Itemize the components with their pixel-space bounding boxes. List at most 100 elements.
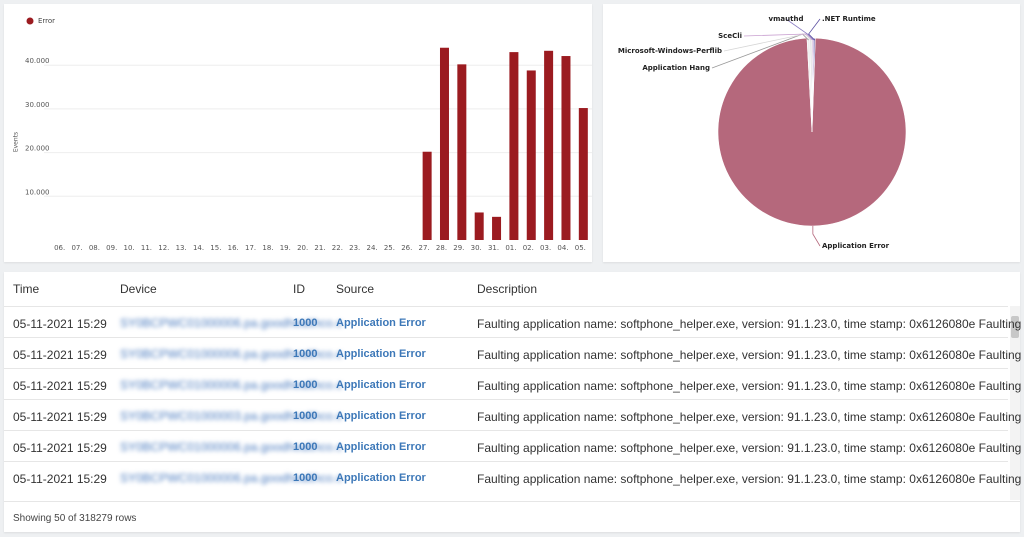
time-cell: 05-11-2021 15:29 [13, 410, 107, 424]
leader-line [812, 225, 821, 247]
x-tick-label: 29. [453, 244, 464, 252]
x-tick-label: 10. [124, 244, 135, 252]
leader-line [808, 18, 821, 41]
device-cell[interactable]: SY0BCPWC01000006.pa.goodhealthco.c [120, 316, 343, 330]
bar[interactable] [526, 70, 536, 240]
table-row[interactable]: 05-11-2021 15:29 SY0BCPWC01000003.pa.good… [4, 399, 1024, 431]
x-tick-label: 27. [419, 244, 430, 252]
bar[interactable] [578, 108, 588, 241]
source-cell[interactable]: Application Error [336, 379, 426, 391]
row-count: Showing 50 of 318279 rows [13, 513, 137, 524]
x-tick-label: 16. [228, 244, 239, 252]
pie-slice[interactable] [811, 37, 816, 133]
x-tick-label: 05. [575, 244, 586, 252]
pie-label: Microsoft-Windows-Perflib [618, 47, 722, 55]
table-row[interactable]: 05-11-2021 15:29 SY0BCPWC01000006.pa.good… [4, 306, 1024, 338]
source-cell[interactable]: Application Error [336, 441, 426, 453]
time-cell: 05-11-2021 15:29 [13, 379, 107, 393]
scrollbar[interactable] [1010, 306, 1020, 500]
description-cell: Faulting application name: softphone_hel… [477, 472, 1024, 486]
x-tick-label: 15. [210, 244, 221, 252]
device-cell[interactable]: SY0BCPWC01000006.pa.goodhealthco.c [120, 471, 343, 485]
time-cell: 05-11-2021 15:29 [13, 472, 107, 486]
description-cell: Faulting application name: softphone_hel… [477, 410, 1024, 424]
pie-panel: Application Error Application Hang Microso… [603, 4, 1020, 262]
x-tick-label: 06. [54, 244, 65, 252]
id-cell[interactable]: 1000 [293, 441, 318, 453]
x-tick-label: 12. [158, 244, 169, 252]
id-cell[interactable]: 1000 [293, 317, 318, 329]
bar[interactable] [439, 47, 449, 240]
x-tick-label: 11. [141, 244, 152, 252]
x-tick-label: 13. [176, 244, 187, 252]
description-cell: Faulting application name: softphone_hel… [477, 317, 1024, 331]
column-header[interactable]: ID [293, 282, 305, 296]
x-tick-label: 07. [71, 244, 82, 252]
table-row[interactable]: 05-11-2021 15:29 SY0BCPWC01000006.pa.good… [4, 368, 1024, 400]
source-cell[interactable]: Application Error [336, 410, 426, 422]
x-tick-label: 17. [245, 244, 256, 252]
bar[interactable] [457, 64, 467, 240]
x-tick-label: 14. [193, 244, 204, 252]
bar[interactable] [422, 151, 432, 240]
legend-label[interactable]: Error [38, 17, 55, 25]
column-header[interactable]: Time [13, 282, 40, 296]
column-header[interactable]: Description [477, 282, 538, 296]
time-cell: 05-11-2021 15:29 [13, 441, 107, 455]
id-cell[interactable]: 1000 [293, 472, 318, 484]
x-tick-label: 31. [488, 244, 499, 252]
leader-line [785, 18, 814, 41]
source-cell[interactable]: Application Error [336, 472, 426, 484]
bar[interactable] [474, 212, 484, 240]
bar[interactable] [544, 50, 554, 241]
x-tick-label: 08. [89, 244, 100, 252]
description-cell: Faulting application name: softphone_hel… [477, 379, 1024, 393]
table-row[interactable]: 05-11-2021 15:29 SY0BCPWC01000006.pa.good… [4, 461, 1024, 493]
x-tick-label: 01. [505, 244, 516, 252]
description-cell: Faulting application name: softphone_hel… [477, 441, 1024, 455]
bar-chart: Error Events 10.000 20.000 30.000 40.000 06. 07… [13, 17, 592, 252]
time-cell: 05-11-2021 15:29 [13, 348, 107, 362]
table-panel: Showing 50 of 318279 rows Time Device ID So… [4, 272, 1024, 532]
time-cell: 05-11-2021 15:29 [13, 317, 107, 331]
y-tick-label: 30.000 [25, 101, 50, 109]
scroll-thumb[interactable] [1011, 316, 1019, 338]
x-tick-label: 21. [314, 244, 325, 252]
pie-label: Application Error [822, 242, 890, 250]
leader-line [743, 33, 813, 41]
x-tick-label: 28. [436, 244, 447, 252]
id-cell[interactable]: 1000 [293, 410, 318, 422]
x-tick-label: 23. [349, 244, 360, 252]
y-tick-label: 20.000 [25, 145, 50, 153]
x-tick-label: 30. [471, 244, 482, 252]
id-cell[interactable]: 1000 [293, 348, 318, 360]
bar[interactable] [509, 52, 519, 240]
bar[interactable] [561, 56, 571, 240]
bar[interactable] [492, 216, 502, 240]
y-axis-title: Events [13, 132, 20, 152]
description-cell: Faulting application name: softphone_hel… [477, 348, 1024, 362]
column-header[interactable]: Source [336, 282, 375, 296]
y-tick-label: 10.000 [25, 188, 50, 196]
device-cell[interactable]: SY0BCPWC01000006.pa.goodhealthco.c [120, 378, 343, 392]
pie-chart: Application Error Application Hang Microso… [618, 15, 907, 250]
device-cell[interactable]: SY0BCPWC01000006.pa.goodhealthco.c [120, 440, 343, 454]
pie-label: vmauthd [769, 15, 804, 23]
column-header[interactable]: Device [120, 282, 157, 296]
x-tick-label: 02. [523, 244, 534, 252]
device-cell[interactable]: SY0BCPWC01000003.pa.goodhealthco.c [120, 409, 343, 423]
y-tick-label: 40.000 [25, 57, 50, 65]
footer-divider [4, 501, 1020, 502]
x-tick-label: 22. [332, 244, 343, 252]
source-cell[interactable]: Application Error [336, 348, 426, 360]
id-cell[interactable]: 1000 [293, 379, 318, 391]
x-tick-label: 18. [262, 244, 273, 252]
table-row[interactable]: 05-11-2021 15:29 SY0BCPWC01000006.pa.good… [4, 337, 1024, 369]
x-tick-label: 04. [557, 244, 568, 252]
legend-marker[interactable] [26, 17, 34, 25]
table-row[interactable]: 05-11-2021 15:29 SY0BCPWC01000006.pa.good… [4, 430, 1024, 462]
x-tick-label: 03. [540, 244, 551, 252]
source-cell[interactable]: Application Error [336, 317, 426, 329]
device-cell[interactable]: SY0BCPWC01000006.pa.goodhealthco.c [120, 347, 343, 361]
